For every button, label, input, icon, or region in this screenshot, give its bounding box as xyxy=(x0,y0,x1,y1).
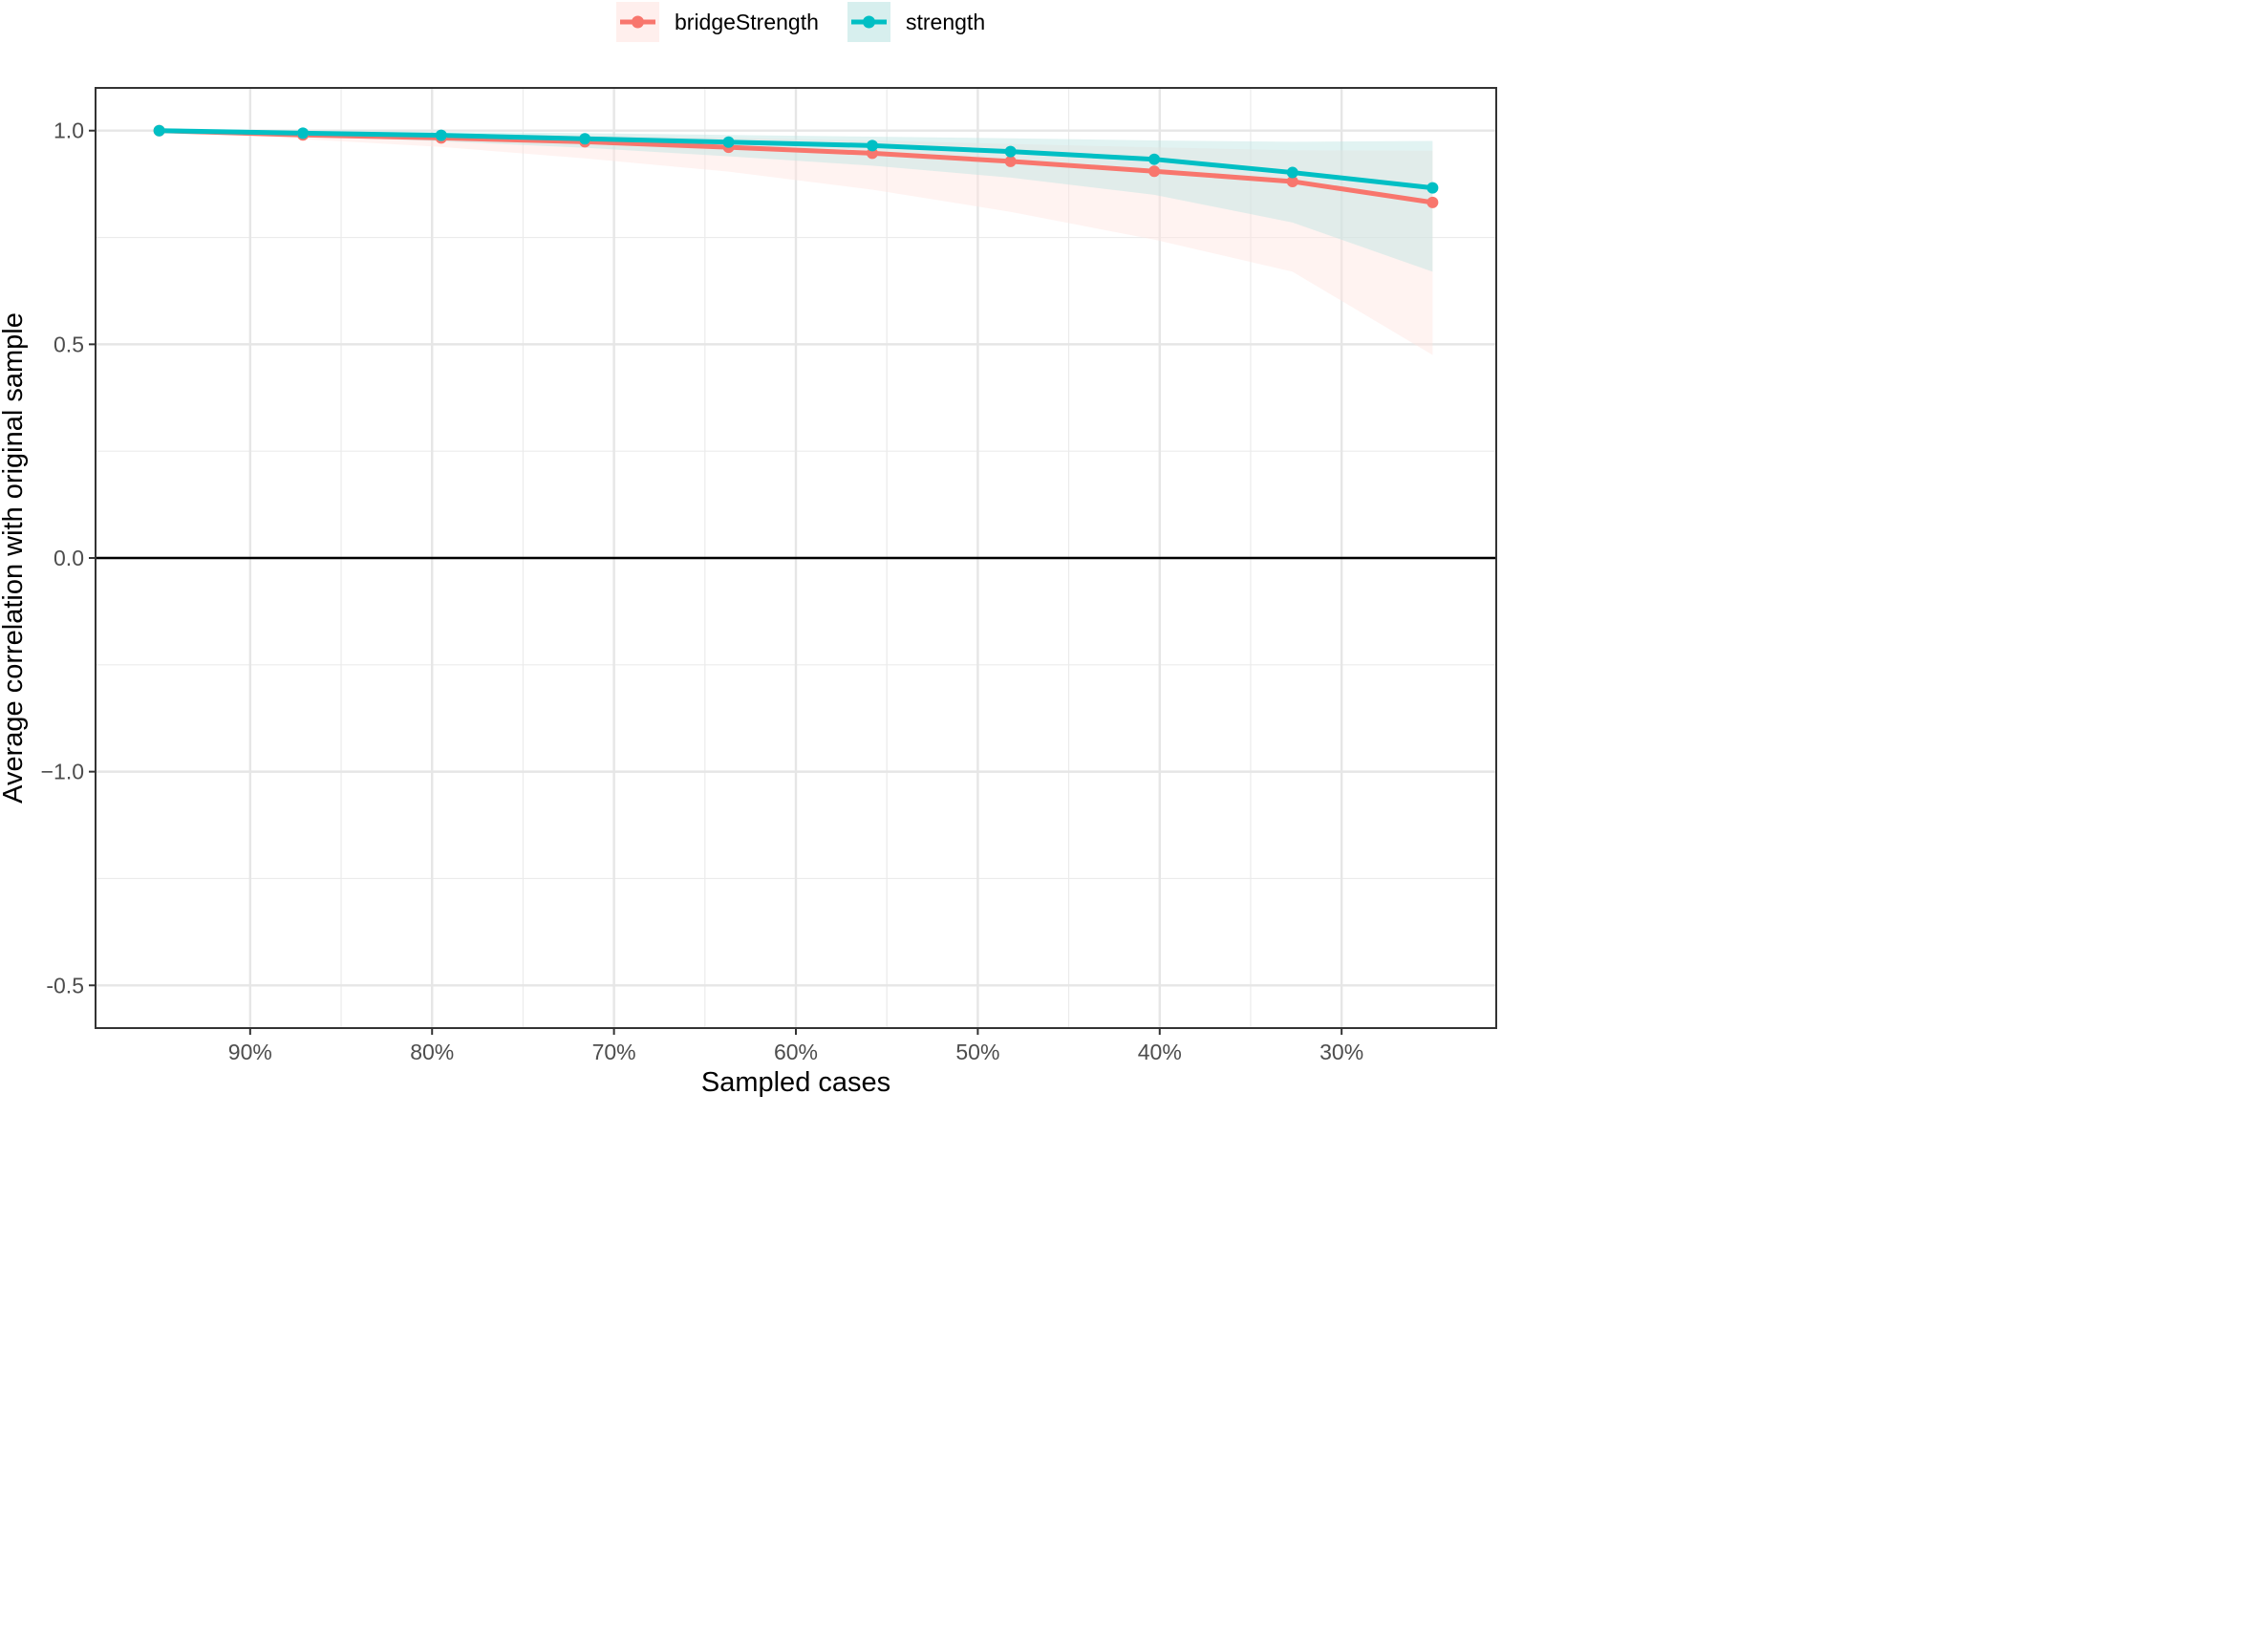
legend-label-strength: strength xyxy=(906,10,985,34)
x-tick-label: 70% xyxy=(592,1040,636,1064)
point-strength xyxy=(866,139,878,152)
point-bridgestrength xyxy=(1148,165,1161,178)
axes: 1.0 0.5 0.0 −1.0 -0.5 90% 80% 70% 60% 50% 40% 30% xyxy=(41,118,1364,1064)
point-bridgestrength xyxy=(1004,155,1017,167)
point-strength xyxy=(153,124,165,137)
legend-label-bridgestrength: bridgeStrength xyxy=(675,10,819,34)
band-bridgestrength xyxy=(159,130,1433,355)
legend: bridgeStrength strength xyxy=(616,2,985,42)
legend-key-strength-point xyxy=(863,15,875,29)
point-strength xyxy=(435,129,447,141)
point-strength xyxy=(1004,145,1017,158)
x-tick-label: 60% xyxy=(774,1040,818,1064)
point-strength xyxy=(1286,166,1298,179)
legend-item-bridgestrength: bridgeStrength xyxy=(616,2,819,42)
point-strength xyxy=(297,127,310,139)
x-tick-label: 50% xyxy=(955,1040,999,1064)
series-lines xyxy=(159,128,1433,205)
x-axis-title: Sampled cases xyxy=(701,1067,890,1098)
y-tick-label: -0.5 xyxy=(46,973,84,998)
legend-key-bridgestrength-point xyxy=(632,15,644,29)
point-strength xyxy=(1426,182,1439,194)
y-tick-label: 0.5 xyxy=(54,332,84,356)
point-strength xyxy=(579,133,591,145)
chart: bridgeStrength strength 1.0 0.5 0.0 −1.0 -0.… xyxy=(0,2,1497,1098)
x-tick-label: 90% xyxy=(228,1040,272,1064)
x-tick-label: 80% xyxy=(410,1040,454,1064)
y-tick-label: 1.0 xyxy=(54,118,84,143)
band-strength xyxy=(159,130,1433,272)
line-strength xyxy=(159,128,1433,191)
y-axis-title: Average correlation with original sample xyxy=(0,312,29,804)
point-strength xyxy=(722,136,735,148)
point-bridgestrength xyxy=(1426,196,1439,208)
y-tick-label: 0.0 xyxy=(54,546,84,570)
legend-item-strength: strength xyxy=(847,2,985,42)
series-points xyxy=(153,124,1439,208)
x-tick-label: 30% xyxy=(1319,1040,1363,1064)
point-strength xyxy=(1148,153,1161,165)
point-bridgestrength xyxy=(1286,175,1298,187)
confidence-bands xyxy=(159,130,1433,355)
y-tick-label: −1.0 xyxy=(41,760,84,784)
x-tick-label: 40% xyxy=(1138,1040,1182,1064)
